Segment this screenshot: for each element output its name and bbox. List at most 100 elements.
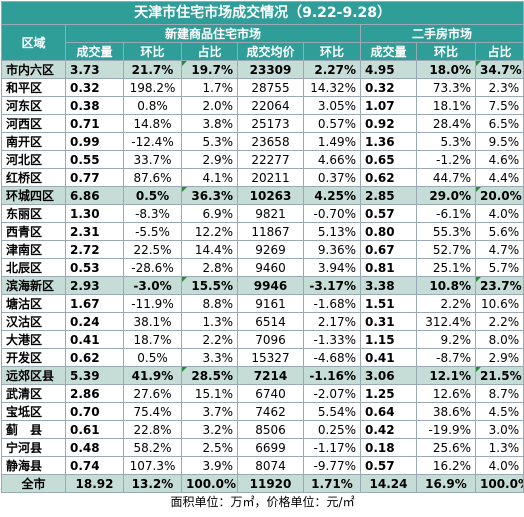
table-cell: -5.5% <box>123 222 182 241</box>
table-cell: 41.9% <box>123 366 182 385</box>
table-cell: 0.62 <box>65 348 124 367</box>
table-cell: 198.2% <box>123 78 182 97</box>
table-cell: 5.39 <box>65 366 124 385</box>
table-cell: 2.9% <box>474 348 524 367</box>
table-row: 静海县 0.74 107.3% 3.9% 8074 -9.77% 0.57 16.2% 4.0% <box>1 456 524 475</box>
table-cell: 3.8% <box>181 114 238 133</box>
table-cell: 22.5% <box>123 240 182 259</box>
table-cell: -19.9% <box>416 420 476 439</box>
table-cell: 23658 <box>237 132 304 151</box>
col-header-mom: 环比 <box>123 42 182 61</box>
table-cell: 15.1% <box>181 384 238 403</box>
table-row: 宁河县 0.48 58.2% 2.5% 6699 -1.17% 0.18 25.6% 1.3% <box>1 438 524 457</box>
col-header-second-mom: 环比 <box>416 42 476 61</box>
table-cell: 27.6% <box>123 384 182 403</box>
table-row: 河西区 0.71 14.8% 3.8% 25173 0.57% 0.92 28.4% 6.5% <box>1 114 524 133</box>
region-name: 市内六区 <box>1 60 66 79</box>
table-cell: 75.4% <box>123 402 182 421</box>
table-cell: 0.55 <box>65 150 124 169</box>
table-cell: 0.99 <box>65 132 124 151</box>
table-cell: 7096 <box>237 330 304 349</box>
table-cell: 0.80 <box>360 222 417 241</box>
table-cell: 6514 <box>237 312 304 331</box>
table-cell: 28.4% <box>416 114 476 133</box>
table-cell: 1.7% <box>181 78 238 97</box>
table-cell: 3.94% <box>303 258 361 277</box>
table-cell: -3.0% <box>123 276 182 295</box>
region-name: 河东区 <box>1 96 66 115</box>
table-row: 红桥区 0.77 87.6% 4.1% 20211 0.37% 0.62 44.7% 4.4% <box>1 168 524 187</box>
table-cell: -12.4% <box>123 132 182 151</box>
table-cell: 3.7% <box>181 402 238 421</box>
table-cell: 13.2% <box>123 474 182 493</box>
table-cell: 20.0% <box>474 186 524 205</box>
table-cell: 3.05% <box>303 96 361 115</box>
table-cell: 9.36% <box>303 240 361 259</box>
table-cell: 58.2% <box>123 438 182 457</box>
table-cell: 36.3% <box>181 186 238 205</box>
table-row: 西青区 2.31 -5.5% 12.2% 11867 5.13% 0.80 55.3% 5.6% <box>1 222 524 241</box>
table-cell: 3.3% <box>181 348 238 367</box>
table-cell: 3.38 <box>360 276 417 295</box>
table-row: 南开区 0.99 -12.4% 5.3% 23658 1.49% 1.36 5.3% 9.5% <box>1 132 524 151</box>
table-cell: 2.27% <box>303 60 361 79</box>
table-cell: 0.57% <box>303 114 361 133</box>
table-row: 东丽区 1.30 -8.3% 6.9% 9821 -0.70% 0.57 -6.1% 4.0% <box>1 204 524 223</box>
table-cell: 4.0% <box>474 456 524 475</box>
table-cell: 7.5% <box>474 96 524 115</box>
table-cell: -1.2% <box>416 150 476 169</box>
table-cell: 18.7% <box>123 330 182 349</box>
region-name: 东丽区 <box>1 204 66 223</box>
table-cell: 0.24 <box>65 312 124 331</box>
table-cell: 2.9% <box>181 150 238 169</box>
table-cell: 16.2% <box>416 456 476 475</box>
table-cell: 0.48 <box>65 438 124 457</box>
table-cell: 4.66% <box>303 150 361 169</box>
table-cell: 4.0% <box>474 204 524 223</box>
table-cell: 1.15 <box>360 330 417 349</box>
table-cell: 3.9% <box>181 456 238 475</box>
col-header-volume: 成交量 <box>65 42 124 61</box>
table-cell: 6699 <box>237 438 304 457</box>
table-cell: 0.57 <box>360 456 417 475</box>
table-cell: -3.17% <box>303 276 361 295</box>
table-cell: 8506 <box>237 420 304 439</box>
table-cell: 7214 <box>237 366 304 385</box>
table-cell: 5.3% <box>181 132 238 151</box>
table-cell: 0.31 <box>360 312 417 331</box>
table-cell: 4.95 <box>360 60 417 79</box>
table-cell: 0.64 <box>360 402 417 421</box>
table-cell: 2.2% <box>181 330 238 349</box>
table-cell: 34.7% <box>474 60 524 79</box>
table-cell: 7462 <box>237 402 304 421</box>
table-cell: 8.8% <box>181 294 238 313</box>
total-row: 全市 18.92 13.2% 100.0% 11920 1.71% 14.24 16.9% 10… <box>1 474 524 493</box>
table-cell: 2.0% <box>181 96 238 115</box>
table-cell: 2.3% <box>474 78 524 97</box>
region-name: 津南区 <box>1 240 66 259</box>
region-name: 红桥区 <box>1 168 66 187</box>
table-row: 开发区 0.62 0.5% 3.3% 15327 -4.68% 0.41 -8.7% 2.9% <box>1 348 524 367</box>
table-cell: 28.5% <box>181 366 238 385</box>
table-cell: 4.1% <box>181 168 238 187</box>
table-cell: 2.2% <box>474 312 524 331</box>
table-row: 北辰区 0.53 -28.6% 2.8% 9460 3.94% 0.81 25.1% 5.7% <box>1 258 524 277</box>
table-cell: 0.5% <box>123 186 182 205</box>
table-cell: 9821 <box>237 204 304 223</box>
table-row: 河北区 0.55 33.7% 2.9% 22277 4.66% 0.65 -1.2% 4.6% <box>1 150 524 169</box>
table-cell: 2.5% <box>181 438 238 457</box>
table-cell: 38.1% <box>123 312 182 331</box>
table-cell: 23.7% <box>474 276 524 295</box>
table-cell: 12.2% <box>181 222 238 241</box>
table-cell: 14.32% <box>303 78 361 97</box>
table-cell: 11920 <box>237 474 304 493</box>
table-cell: 6.9% <box>181 204 238 223</box>
table-cell: -1.68% <box>303 294 361 313</box>
table-cell: 0.61 <box>65 420 124 439</box>
table-cell: 5.3% <box>416 132 476 151</box>
region-name: 静海县 <box>1 456 66 475</box>
table-cell: 1.49% <box>303 132 361 151</box>
table-cell: 10263 <box>237 186 304 205</box>
region-name: 河西区 <box>1 114 66 133</box>
